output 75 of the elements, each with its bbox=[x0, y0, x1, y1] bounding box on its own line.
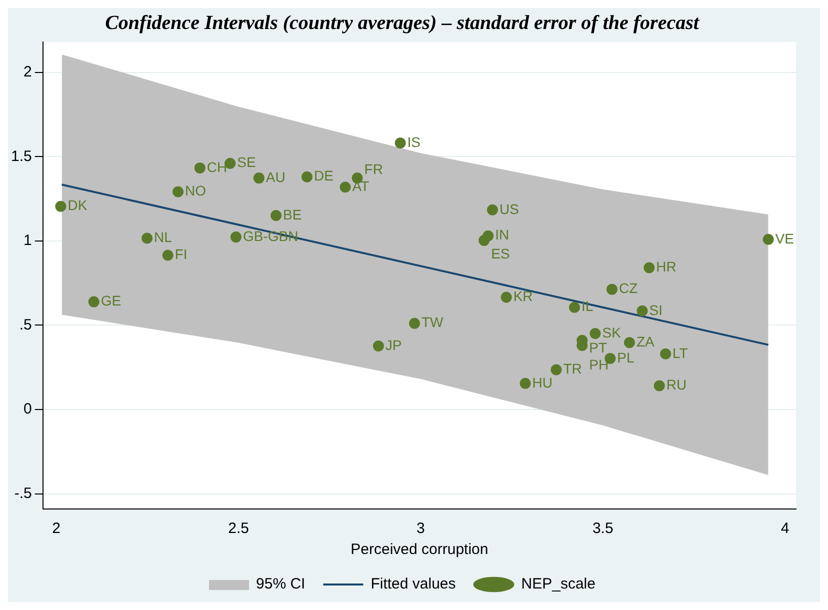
annotation: LT bbox=[672, 344, 688, 361]
point bbox=[230, 232, 242, 243]
annotation: HR bbox=[656, 258, 676, 275]
text: 95% CI bbox=[256, 576, 306, 593]
x-axis-title: Perceived corruption bbox=[350, 541, 488, 558]
x-tick-label: 3.5 bbox=[592, 520, 614, 538]
annotation: IN bbox=[495, 226, 510, 243]
point bbox=[550, 364, 562, 376]
annotation: GE bbox=[100, 292, 122, 309]
point bbox=[394, 137, 406, 148]
point bbox=[253, 172, 264, 184]
annotation: DK bbox=[68, 197, 88, 214]
annotation: VE bbox=[775, 230, 794, 246]
point bbox=[194, 162, 206, 174]
point bbox=[224, 158, 236, 169]
point bbox=[162, 250, 174, 261]
annotation: PT bbox=[589, 339, 608, 356]
annotation: DE bbox=[314, 168, 334, 184]
annotation: NO bbox=[185, 182, 206, 199]
annotation: HU bbox=[532, 374, 553, 390]
annotation: TR bbox=[563, 360, 582, 377]
point bbox=[654, 380, 665, 392]
x-tick-label: 3 bbox=[416, 520, 425, 538]
annotation: SE bbox=[237, 154, 256, 170]
annotation: BE bbox=[283, 206, 302, 222]
annotation: TW bbox=[422, 314, 444, 330]
legend-label: NEP_scale bbox=[521, 576, 596, 593]
annotation: GB-GBN bbox=[242, 228, 298, 244]
point bbox=[590, 328, 601, 339]
point bbox=[500, 292, 512, 303]
annotation: FR bbox=[364, 160, 383, 177]
point bbox=[636, 305, 648, 316]
point bbox=[55, 200, 66, 212]
point bbox=[486, 204, 498, 216]
annotation: JP bbox=[385, 336, 402, 353]
point bbox=[88, 296, 100, 308]
x-tick-label: 4 bbox=[780, 520, 790, 538]
annotation: IS bbox=[407, 134, 421, 150]
point bbox=[142, 232, 153, 244]
x-tick-label: 2 bbox=[52, 520, 61, 538]
y-tick-label: -.5 bbox=[14, 484, 32, 502]
point bbox=[606, 284, 618, 295]
point bbox=[644, 262, 655, 274]
annotation: RU bbox=[666, 376, 687, 393]
annotation: SI bbox=[649, 302, 662, 318]
legend-label: Fitted values bbox=[370, 576, 456, 593]
annotation: PL bbox=[617, 349, 635, 366]
annotation: SK bbox=[602, 324, 622, 340]
point bbox=[520, 378, 531, 389]
y-tick-label: 1.5 bbox=[10, 148, 32, 165]
chart-title: Confidence Intervals (country averages) – standard error of the forecast bbox=[105, 12, 700, 34]
point bbox=[624, 337, 635, 348]
y-tick-label: 0 bbox=[24, 400, 32, 418]
annotation: KR bbox=[513, 288, 533, 304]
annotation: ZA bbox=[636, 333, 656, 350]
annotation: US bbox=[499, 200, 519, 217]
point bbox=[568, 302, 580, 313]
annotation: NL bbox=[154, 229, 172, 246]
y-tick-label: 1 bbox=[24, 232, 32, 250]
annotation: FI bbox=[174, 246, 188, 262]
y-tick-label: .5 bbox=[19, 316, 32, 334]
point bbox=[409, 318, 420, 329]
point bbox=[270, 210, 282, 221]
point bbox=[762, 234, 774, 245]
annotation: AU bbox=[266, 168, 286, 185]
point bbox=[172, 186, 184, 198]
point bbox=[302, 171, 313, 182]
annotation: CZ bbox=[618, 280, 638, 296]
y-tick-label: 2 bbox=[24, 63, 32, 80]
point bbox=[660, 348, 672, 360]
point bbox=[372, 340, 384, 352]
annotation: ES bbox=[491, 245, 510, 262]
point bbox=[478, 234, 490, 246]
point bbox=[340, 182, 351, 193]
x-tick-label: 2.5 bbox=[228, 520, 249, 538]
